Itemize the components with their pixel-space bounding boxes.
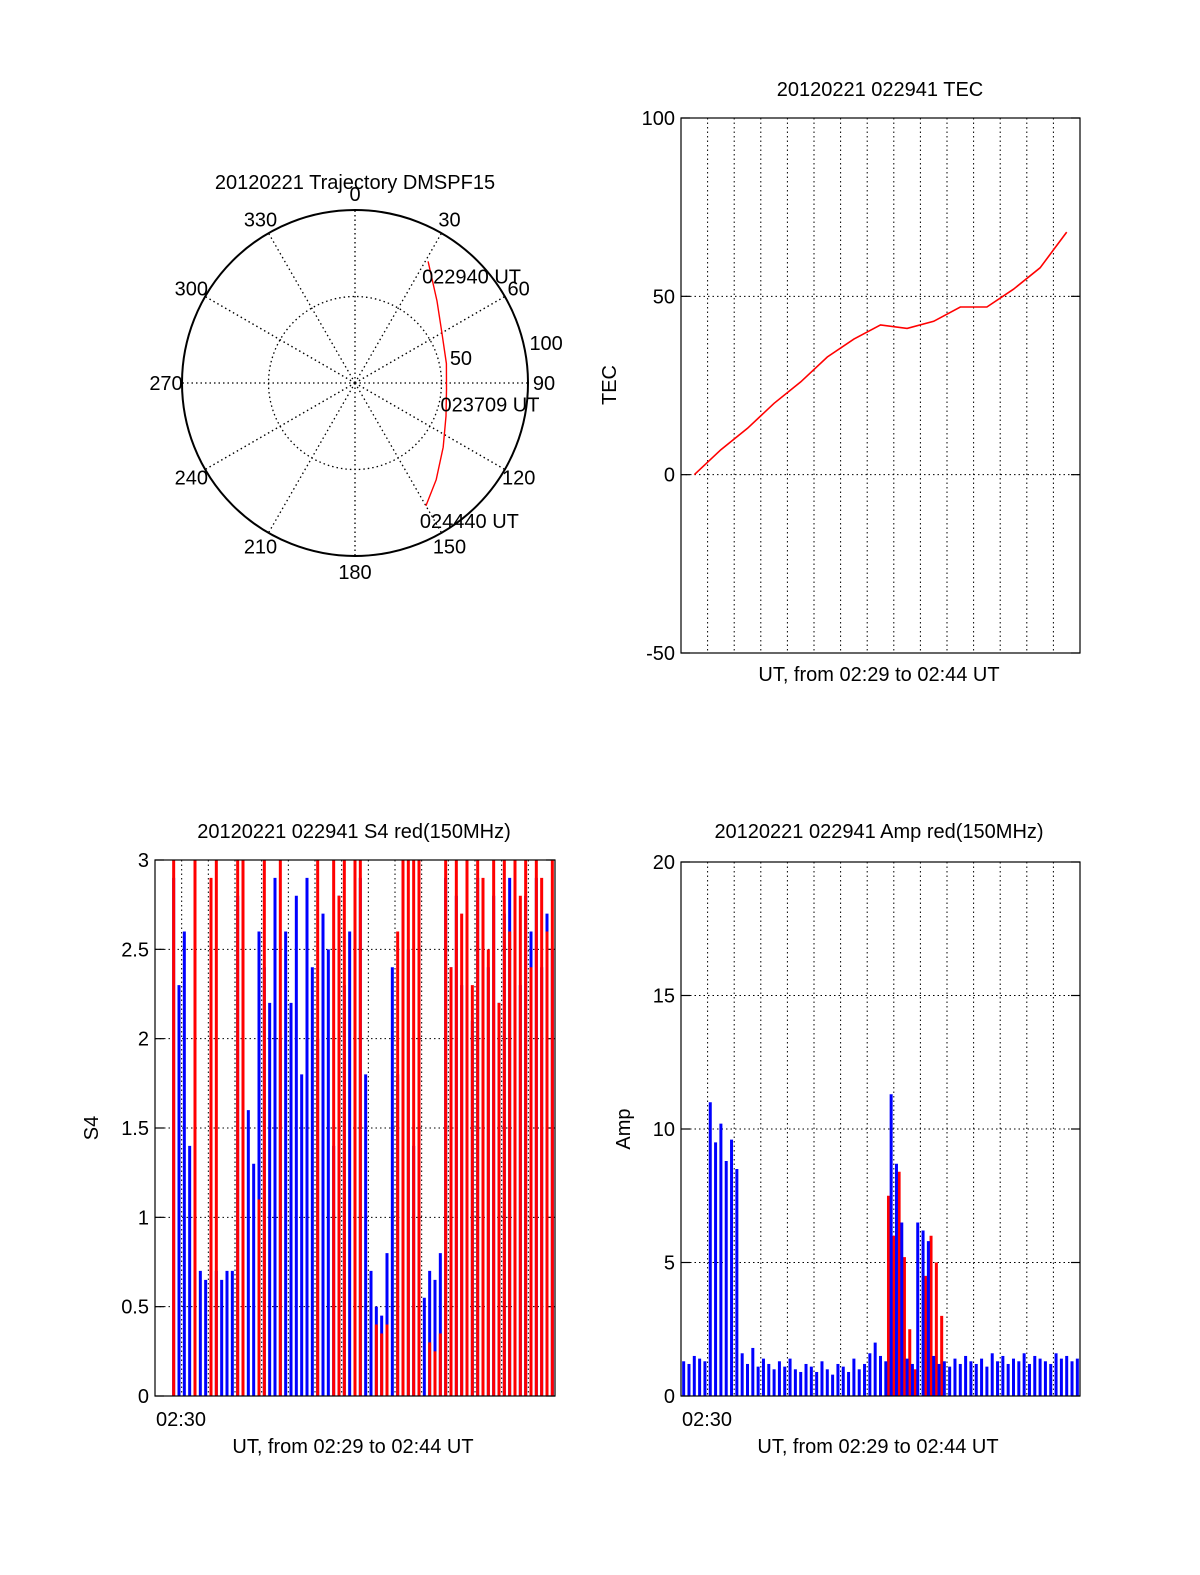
s4-series [172, 860, 554, 1396]
polar-angle-label: 180 [338, 562, 371, 584]
polar-angle-label: 210 [244, 537, 277, 559]
amp-y-tick-label: 0 [664, 1386, 675, 1408]
amp-y-tick-label: 15 [653, 986, 675, 1008]
polar-angle-label: 60 [508, 279, 530, 301]
amp-x-ticks: 02:30 [682, 1409, 732, 1431]
s4-panel: 20120221 022941 S4 red(150MHz) 0 0.5 1 1.5 2… [81, 821, 556, 1458]
polar-grid-spoke [354, 295, 506, 384]
polar-annotations: 022940 UT 023709 UT 024440 UT [420, 266, 540, 532]
trajectory-time-annotation: 022940 UT [422, 266, 521, 288]
polar-angle-label: 30 [438, 209, 460, 231]
tec-series-0-line [693, 231, 1068, 476]
polar-angle-label: 240 [175, 468, 208, 490]
trajectory-time-annotation: 024440 UT [420, 511, 519, 533]
amp-y-tick-label: 5 [664, 1253, 675, 1275]
polar-angle-label: 90 [533, 373, 555, 395]
polar-grid [182, 210, 528, 556]
s4-x-tick-label: 02:30 [156, 1409, 206, 1431]
polar-grid-spoke [267, 382, 356, 534]
polar-grid-spoke [267, 232, 356, 384]
polar-grid-spoke [354, 232, 443, 384]
tec-ylabel: TEC [599, 365, 621, 405]
polar-radius-labels: 50 100 [450, 333, 563, 370]
amp-plot-frame [680, 861, 1081, 1397]
polar-angle-labels: 0 30 60 90 120 150 180 210 240 270 300 330 [149, 184, 555, 584]
trajectory-time-annotation: 023709 UT [440, 394, 539, 416]
tec-y-tick-label: 0 [664, 465, 675, 487]
amp-title: 20120221 022941 Amp red(150MHz) [714, 821, 1043, 843]
s4-y-ticks: 0 0.5 1 1.5 2 2.5 3 [121, 850, 555, 1408]
polar-radius-label: 100 [529, 333, 562, 355]
s4-y-tick-label: 2 [138, 1029, 149, 1051]
tec-title: 20120221 022941 TEC [777, 79, 983, 101]
tec-series [693, 231, 1068, 476]
amp-y-tick-label: 10 [653, 1119, 675, 1141]
amp-x-tick-label: 02:30 [682, 1409, 732, 1431]
tec-xlabel: UT, from 02:29 to 02:44 UT [758, 664, 999, 686]
polar-outer-circle [181, 209, 529, 557]
tec-y-tick-label: 50 [653, 286, 675, 308]
polar-grid-spoke [354, 382, 506, 471]
polar-grid-spoke [204, 382, 356, 471]
s4-x-ticks: 02:30 [156, 1409, 206, 1431]
amp-grid [681, 862, 1080, 1396]
polar-series [425, 261, 448, 507]
polar-angle-label: 270 [149, 373, 182, 395]
tec-y-tick-label: 100 [642, 108, 675, 130]
tec-panel: 20120221 022941 TEC -50 0 50 100 TEC UT, fr… [599, 79, 1081, 686]
tec-y-tick-label: -50 [646, 643, 675, 665]
amp-y-ticks: 0 5 10 15 20 [653, 852, 1080, 1408]
s4-y-tick-label: 0 [138, 1386, 149, 1408]
s4-xlabel: UT, from 02:29 to 02:44 UT [232, 1436, 473, 1458]
tec-grid [681, 118, 1080, 653]
tec-y-ticks: -50 0 50 100 [642, 108, 1080, 665]
polar-angle-label: 0 [349, 184, 360, 206]
trajectory-polar-panel: 20120221 Trajectory DMSPF15 0 30 60 90 120 15… [149, 172, 563, 584]
tec-plot-frame [680, 117, 1081, 654]
amp-ylabel: Amp [613, 1108, 635, 1149]
polar-grid-spoke [204, 295, 356, 384]
amp-panel: 20120221 022941 Amp red(150MHz) 0 5 10 15 20… [613, 821, 1081, 1458]
polar-angle-label: 330 [244, 209, 277, 231]
amp-y-tick-label: 20 [653, 852, 675, 874]
polar-grid-spoke [354, 382, 443, 534]
trajectory-line [425, 261, 448, 507]
trajectory-title: 20120221 Trajectory DMSPF15 [215, 172, 495, 194]
polar-angle-label: 150 [433, 537, 466, 559]
s4-plot-frame [154, 859, 556, 1397]
s4-y-tick-label: 2.5 [121, 939, 149, 961]
amp-xlabel: UT, from 02:29 to 02:44 UT [757, 1436, 998, 1458]
s4-y-tick-label: 0.5 [121, 1297, 149, 1319]
s4-y-tick-label: 3 [138, 850, 149, 872]
polar-angle-label: 300 [175, 279, 208, 301]
s4-title: 20120221 022941 S4 red(150MHz) [197, 821, 511, 843]
s4-y-tick-label: 1 [138, 1207, 149, 1229]
polar-angle-label: 120 [502, 468, 535, 490]
amp-series [682, 1094, 1079, 1396]
s4-ylabel: S4 [81, 1116, 103, 1140]
s4-y-tick-label: 1.5 [121, 1118, 149, 1140]
polar-radius-label: 50 [450, 348, 472, 370]
